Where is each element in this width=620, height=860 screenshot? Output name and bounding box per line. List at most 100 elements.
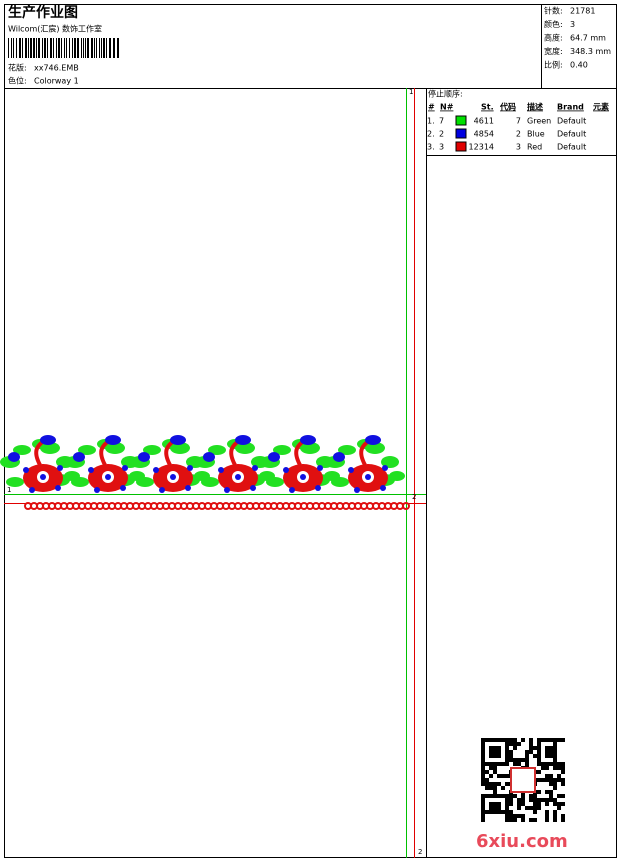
row-description: Green — [527, 117, 551, 126]
qr-module — [505, 802, 509, 806]
qr-module — [481, 758, 485, 762]
qr-module — [505, 794, 509, 798]
qr-module — [481, 806, 485, 810]
qr-module — [485, 778, 489, 782]
qr-module — [497, 750, 501, 754]
petal-dot — [315, 485, 321, 491]
qr-module — [485, 810, 489, 814]
qr-module — [493, 794, 497, 798]
qr-module — [553, 758, 557, 762]
stat-value: 64.7 mm — [570, 34, 606, 43]
bar — [28, 38, 29, 58]
leaf — [143, 445, 161, 455]
qr-module — [505, 750, 509, 754]
qr-module — [505, 746, 509, 750]
qr-module — [509, 738, 513, 742]
qr-logo — [510, 767, 536, 793]
bar — [22, 38, 23, 58]
qr-module — [493, 770, 497, 774]
qr-module — [493, 746, 497, 750]
qr-module — [537, 762, 541, 766]
qr-module — [525, 762, 529, 766]
bar — [38, 38, 40, 58]
qr-module — [513, 818, 517, 822]
flower-dot — [105, 474, 111, 480]
qr-module — [553, 766, 557, 770]
qr-module — [537, 754, 541, 758]
petal-dot — [23, 467, 29, 473]
row-stitches: 4611 — [474, 117, 494, 126]
bar — [117, 38, 119, 58]
qr-module — [493, 802, 497, 806]
qr-module — [541, 778, 545, 782]
qr-module — [513, 814, 517, 818]
stat-value: 0.40 — [570, 61, 588, 70]
qr-module — [505, 762, 509, 766]
bar — [83, 38, 84, 58]
row-code: 3 — [516, 143, 521, 152]
qr-module — [525, 754, 529, 758]
bar — [50, 38, 52, 58]
column-header: # — [428, 103, 435, 112]
row-description: Red — [527, 143, 542, 152]
qr-module — [541, 766, 545, 770]
qr-module — [537, 738, 541, 742]
qr-module — [509, 794, 513, 798]
qr-module — [521, 802, 525, 806]
leaf — [78, 445, 96, 455]
qr-module — [553, 798, 557, 802]
qr-module — [513, 746, 517, 750]
flower-dot — [40, 474, 46, 480]
petal-dot — [159, 487, 165, 493]
qr-module — [549, 754, 553, 758]
stop-table: # N# St. 代码 描述 Brand 元素 1. 7 4611 7 Green Default 2. 2… — [427, 102, 609, 152]
petal-dot — [88, 467, 94, 473]
qr-module — [529, 798, 533, 802]
qr-module — [509, 814, 513, 818]
stat-label: 针数: — [544, 6, 563, 16]
qr-module — [517, 802, 521, 806]
petal-dot — [317, 465, 323, 471]
qr-module — [509, 798, 513, 802]
bar — [25, 38, 27, 58]
qr-module — [489, 762, 493, 766]
petal-dot — [289, 487, 295, 493]
qr-module — [521, 798, 525, 802]
bar — [77, 38, 79, 58]
scallop — [402, 502, 410, 510]
leaf — [266, 477, 284, 487]
leaf — [71, 477, 89, 487]
qr-module — [489, 802, 493, 806]
bar — [66, 38, 67, 58]
qr-code — [481, 738, 565, 822]
qr-module — [553, 802, 557, 806]
qr-module — [529, 746, 533, 750]
qr-module — [485, 794, 489, 798]
qr-module — [481, 766, 485, 770]
stat-label: 比例: — [544, 60, 563, 70]
flower-dot — [170, 474, 176, 480]
qr-module — [505, 818, 509, 822]
qr-module — [493, 790, 497, 794]
qr-module — [489, 782, 493, 786]
row-brand: Default — [557, 130, 586, 139]
watermark: 6xiu.com — [476, 831, 568, 852]
qr-module — [497, 774, 501, 778]
qr-module — [481, 742, 485, 746]
bud — [235, 435, 251, 445]
qr-module — [493, 786, 497, 790]
qr-module — [553, 754, 557, 758]
row-code: 2 — [516, 130, 521, 139]
leaf — [389, 471, 405, 481]
row-brand: Default — [557, 143, 586, 152]
petal-dot — [283, 467, 289, 473]
qr-module — [529, 742, 533, 746]
qr-module — [537, 746, 541, 750]
qr-module — [513, 758, 517, 762]
qr-module — [505, 806, 509, 810]
qr-module — [537, 790, 541, 794]
qr-module — [505, 758, 509, 762]
qr-module — [553, 746, 557, 750]
qr-module — [481, 798, 485, 802]
page-border — [4, 4, 617, 858]
